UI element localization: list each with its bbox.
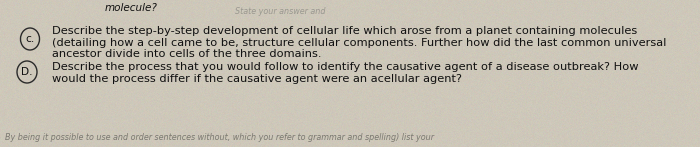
Text: ancestor divide into cells of the three domains.: ancestor divide into cells of the three … bbox=[52, 49, 321, 59]
Text: (detailing how a cell came to be, structure cellular components. Further how did: (detailing how a cell came to be, struct… bbox=[52, 37, 666, 47]
Text: Describe the step-by-step development of cellular life which arose from a planet: Describe the step-by-step development of… bbox=[52, 26, 637, 36]
Text: State your answer and: State your answer and bbox=[235, 7, 326, 16]
Text: would the process differ if the causative agent were an acellular agent?: would the process differ if the causativ… bbox=[52, 74, 462, 83]
Text: molecule?: molecule? bbox=[105, 3, 158, 13]
Text: Describe the process that you would follow to identify the causative agent of a : Describe the process that you would foll… bbox=[52, 62, 638, 72]
Text: By being it possible to use and order sentences without, which you refer to gram: By being it possible to use and order se… bbox=[5, 133, 434, 142]
Text: c.: c. bbox=[25, 34, 34, 44]
Text: D.: D. bbox=[21, 67, 33, 77]
